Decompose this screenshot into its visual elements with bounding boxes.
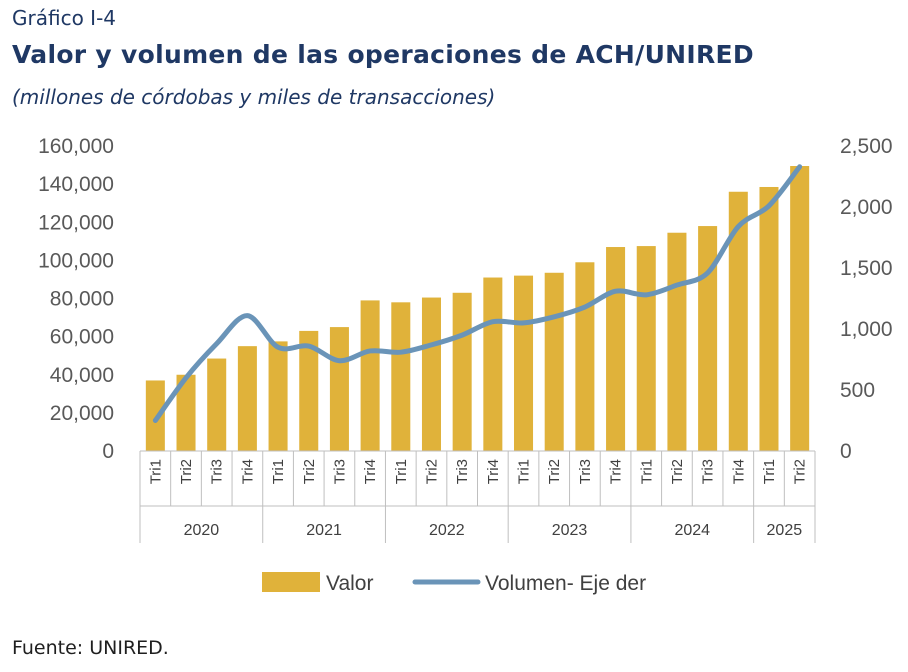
x-category-label: Tri2: [178, 459, 195, 484]
legend-label-volumen: Volumen- Eje der: [485, 572, 646, 595]
bar: [729, 192, 748, 451]
bar: [790, 166, 809, 451]
right-tick-label: 2,500: [840, 135, 893, 158]
source-note: Fuente: UNIRED.: [12, 637, 169, 659]
bar: [453, 293, 472, 451]
left-tick-label: 80,000: [50, 288, 114, 311]
x-category-label: Tri4: [608, 459, 625, 484]
bar: [269, 341, 288, 451]
x-category-label: Tri2: [669, 459, 686, 484]
x-year-label: 2020: [184, 522, 220, 539]
x-category-label: Tri3: [209, 459, 226, 484]
x-year-label: 2022: [429, 522, 465, 539]
left-tick-label: 140,000: [38, 173, 114, 196]
bar: [759, 187, 778, 451]
bar: [207, 359, 226, 451]
x-category-label: Tri2: [301, 459, 318, 484]
bar: [637, 246, 656, 451]
x-year-label: 2025: [767, 522, 803, 539]
right-tick-label: 0: [840, 440, 852, 463]
right-tick-label: 2,000: [840, 196, 893, 219]
left-tick-label: 20,000: [50, 402, 114, 425]
x-category-label: Tri1: [270, 459, 287, 484]
left-tick-label: 60,000: [50, 326, 114, 349]
right-y-axis: 0 500 1,000 1,500 2,000 2,500: [840, 135, 893, 463]
bar: [330, 327, 349, 451]
bar: [514, 276, 533, 451]
bar: [146, 380, 165, 451]
bar: [422, 298, 441, 451]
x-category-label: Tri4: [485, 459, 502, 484]
bar: [391, 302, 410, 451]
x-category-label: Tri4: [362, 459, 379, 484]
x-category-label: Tri3: [700, 459, 717, 484]
left-tick-label: 40,000: [50, 364, 114, 387]
x-category-label: Tri3: [577, 459, 594, 484]
x-category-label: Tri3: [454, 459, 471, 484]
left-tick-label: 160,000: [38, 135, 114, 158]
x-year-label: 2023: [552, 522, 588, 539]
x-axis: Tri1 Tri2 Tri3 Tri4 Tri1 Tri2 Tri3 Tri4 Tri1 Tri2…: [140, 451, 815, 543]
bar: [606, 247, 625, 451]
bar: [575, 262, 594, 451]
bar: [667, 233, 686, 451]
right-tick-label: 1,500: [840, 257, 893, 280]
left-tick-label: 100,000: [38, 249, 114, 272]
bar-series-valor: [146, 166, 809, 451]
right-tick-label: 1,000: [840, 318, 893, 341]
x-category-label: Tri2: [792, 459, 809, 484]
x-year-label: 2021: [306, 522, 342, 539]
x-category-label: Tri3: [331, 459, 348, 484]
legend: Valor Volumen- Eje der: [262, 572, 646, 595]
x-category-label: Tri2: [546, 459, 563, 484]
x-category-label: Tri1: [638, 459, 655, 484]
x-category-label: Tri1: [393, 459, 410, 484]
left-y-axis: 0 20,000 40,000 60,000 80,000 100,000 120,000 1…: [38, 135, 114, 463]
x-category-label: Tri2: [423, 459, 440, 484]
legend-swatch-valor: [262, 572, 320, 592]
x-category-label: Tri1: [516, 459, 533, 484]
x-category-label: Tri1: [147, 459, 164, 484]
x-category-label: Tri4: [730, 459, 747, 484]
combo-chart: 0 20,000 40,000 60,000 80,000 100,000 120,000 1…: [0, 0, 908, 630]
x-category-label: Tri1: [761, 459, 778, 484]
left-tick-label: 0: [102, 440, 114, 463]
bar: [545, 273, 564, 451]
legend-label-valor: Valor: [326, 572, 373, 595]
bar: [361, 300, 380, 451]
x-category-label: Tri4: [239, 459, 256, 484]
bar: [483, 278, 502, 451]
left-tick-label: 120,000: [38, 211, 114, 234]
bar: [238, 346, 257, 451]
x-year-label: 2024: [674, 522, 710, 539]
right-tick-label: 500: [840, 379, 875, 402]
